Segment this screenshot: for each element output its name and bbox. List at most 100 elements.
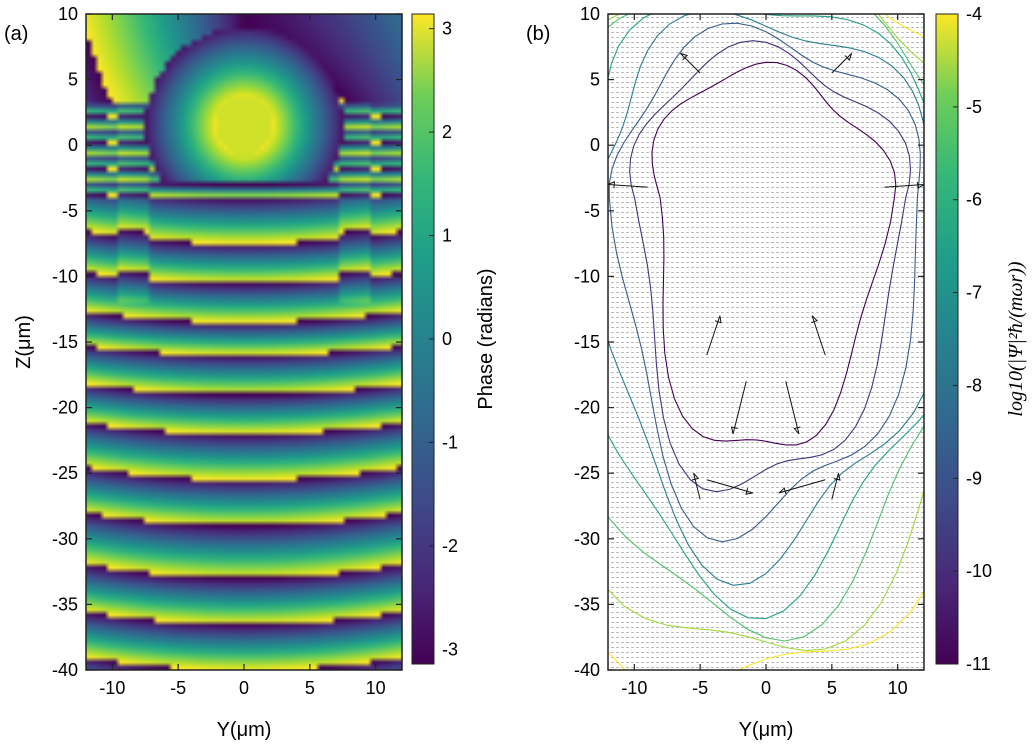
velocity-vector-head xyxy=(778,487,787,495)
colorbar-b-tick-label: -8 xyxy=(966,375,982,395)
colorbar-b-gradient xyxy=(935,13,959,665)
panel-a-ytick-label: 10 xyxy=(58,4,78,24)
velocity-vector xyxy=(831,473,839,500)
panel-b-xtick-label: 10 xyxy=(888,678,908,698)
panel-a-ytick-label: -20 xyxy=(52,398,78,418)
colorbar-b-tick-label: -4 xyxy=(966,4,982,24)
density-contours xyxy=(608,14,924,670)
panel-a-xtick-label: 5 xyxy=(305,678,315,698)
panel-b-label: (b) xyxy=(526,23,550,45)
panel-b-ytick-label: -5 xyxy=(584,201,600,221)
panel-b-ytick-label: -10 xyxy=(574,266,600,286)
velocity-vector-head xyxy=(917,181,924,189)
contour-level-line xyxy=(608,14,924,652)
velocity-vector-head xyxy=(680,52,689,61)
velocity-vector-head xyxy=(745,487,753,495)
contour-level-line xyxy=(608,14,924,586)
colorbar-a-tick-label: 1 xyxy=(442,226,452,246)
panel-b-xtick-label: -10 xyxy=(621,678,647,698)
velocity-vector-head xyxy=(691,472,700,481)
panel-a-ytick-label: 0 xyxy=(68,135,78,155)
panel-b-ytick-label: -30 xyxy=(574,529,600,549)
colorbar-b-label: log10(|Ψ|²ħ/(mωr)) xyxy=(1005,261,1027,416)
panel-b-ytick-label: 5 xyxy=(590,70,600,90)
panel-a-xtick-label: -10 xyxy=(99,678,125,698)
panel-a-ytick-label: -5 xyxy=(62,201,78,221)
panel-a-xtick-label: -5 xyxy=(170,678,186,698)
velocity-vector-head xyxy=(833,473,841,481)
colorbar-a-tick-label: 3 xyxy=(442,19,452,39)
velocity-vector xyxy=(811,315,826,356)
panel-a-plot: -10 -5 0 5 10 10 5 0 -5 -10 -15 -20 -25 -30 -35 -40 xyxy=(52,4,403,698)
colorbar-a-tick-label: -2 xyxy=(442,536,458,556)
panel-a-ytick-label: -30 xyxy=(52,529,78,549)
colorbar-a-tick-label: -1 xyxy=(442,432,458,452)
colorbar-a-ticks: 3 2 1 0 -1 -2 -3 xyxy=(429,19,458,659)
panel-a-ytick-label: -15 xyxy=(52,332,78,352)
velocity-vector-head xyxy=(608,181,615,189)
velocity-vector xyxy=(706,315,721,356)
panel-b-ytick-label: 0 xyxy=(590,135,600,155)
panel-b-y-ticks: 10 5 0 -5 -10 -15 -20 -25 -30 -35 -40 xyxy=(574,4,924,680)
velocity-vector xyxy=(785,381,800,434)
contour-level-line xyxy=(608,14,924,620)
colorbar-b-tick-label: -11 xyxy=(966,654,991,674)
colorbar-b-tick-label: -6 xyxy=(966,190,982,210)
panel-a-xtick-label: 10 xyxy=(366,678,386,698)
panel-b-ytick-label: -35 xyxy=(574,594,600,614)
contour-level-line xyxy=(651,61,897,446)
panel-b-ytick-label: -40 xyxy=(574,660,600,680)
panel-a-ytick-label: 5 xyxy=(68,70,78,90)
panel-b-xlabel: Y(μm) xyxy=(739,719,794,741)
colorbar-b-ticks: -4 -5 -6 -7 -8 -9 -10 -11 xyxy=(953,4,992,674)
colorbar-b-tick-label: -10 xyxy=(966,561,992,581)
contour-level-line xyxy=(608,14,924,642)
colorbar-a-tick-label: -3 xyxy=(442,639,458,659)
velocity-vector-head xyxy=(844,53,853,61)
colorbar-b: -4 -5 -6 -7 -8 -9 -10 -11 log10(|Ψ|²ħ/(mωr)) xyxy=(935,4,1027,674)
colorbar-a-label: Phase (radians) xyxy=(475,268,497,409)
panel-b-ytick-label: -20 xyxy=(574,398,600,418)
panel-a-ytick-label: -35 xyxy=(52,594,78,614)
contour-level-line xyxy=(608,22,921,543)
panel-a-ylabel: Z(μm) xyxy=(13,315,35,369)
panel-b-xtick-label: -5 xyxy=(692,678,708,698)
velocity-vector-head xyxy=(730,426,738,434)
colorbar-a-tick-label: 0 xyxy=(442,329,452,349)
velocity-vector xyxy=(779,479,826,494)
colorbar-a: 3 2 1 0 -1 -2 -3 Phase (radians) xyxy=(411,13,497,665)
velocity-vector-head xyxy=(714,315,722,324)
colorbar-b-tick-label: -7 xyxy=(966,283,982,303)
contour-level-line xyxy=(608,14,924,670)
panel-a-xlabel: Y(μm) xyxy=(217,719,272,741)
velocity-vector xyxy=(732,381,747,434)
panel-b-plot: -10 -5 0 5 10 10 5 0 -5 -10 -15 -20 -25 -30 -35 -40 xyxy=(574,4,925,698)
colorbar-b-tick-label: -9 xyxy=(966,468,982,488)
colorbar-b-tick-label: -5 xyxy=(966,97,982,117)
panel-a-label: (a) xyxy=(4,23,28,45)
large-velocity-vectors xyxy=(608,52,924,500)
panel-b-ytick-label: -25 xyxy=(574,463,600,483)
velocity-vector xyxy=(831,53,852,74)
panel-a-y-ticks: 10 5 0 -5 -10 -15 -20 -25 -30 -35 -40 xyxy=(52,4,402,680)
phase-heatmap xyxy=(86,14,402,670)
velocity-vector xyxy=(680,53,701,74)
panel-b-x-ticks: -10 -5 0 5 10 xyxy=(621,14,908,698)
quiver-field xyxy=(608,14,924,670)
velocity-vector xyxy=(693,473,701,500)
panel-a-ytick-label: -10 xyxy=(52,266,78,286)
panel-b-xtick-label: 0 xyxy=(761,678,771,698)
panel-a-ytick-label: -40 xyxy=(52,660,78,680)
velocity-vector-head xyxy=(810,315,819,324)
contour-level-line xyxy=(629,40,912,493)
panel-a-x-ticks: -10 -5 0 5 10 xyxy=(99,14,386,698)
velocity-vector xyxy=(706,479,753,494)
panel-a-ytick-label: -25 xyxy=(52,463,78,483)
velocity-vector-head xyxy=(793,426,801,435)
panel-b-ytick-label: 10 xyxy=(580,4,600,24)
panel-a-xtick-label: 0 xyxy=(239,678,249,698)
colorbar-a-tick-label: 2 xyxy=(442,122,452,142)
panel-b-ytick-label: -15 xyxy=(574,332,600,352)
panel-b-xtick-label: 5 xyxy=(827,678,837,698)
